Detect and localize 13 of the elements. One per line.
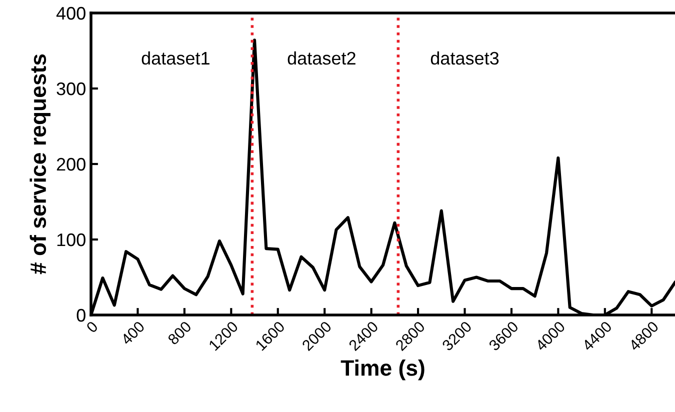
y-tick-label: 200 [56,158,86,171]
y-axis-title: # of service requests [30,54,50,274]
x-axis-title: Time (s) [340,360,424,380]
y-tick-label: 100 [57,233,86,246]
x-tick-label: 0 [86,320,99,334]
x-tick-label: 400 [120,320,146,346]
y-tick-label: 400 [56,6,86,20]
y-tick-label: 0 [76,308,86,322]
annotation: dataset1 [142,51,210,65]
annotation: dataset2 [288,51,356,65]
x-tick-label: 800 [167,320,192,346]
y-tick-label: 300 [56,82,86,96]
annotation: dataset3 [430,51,499,65]
